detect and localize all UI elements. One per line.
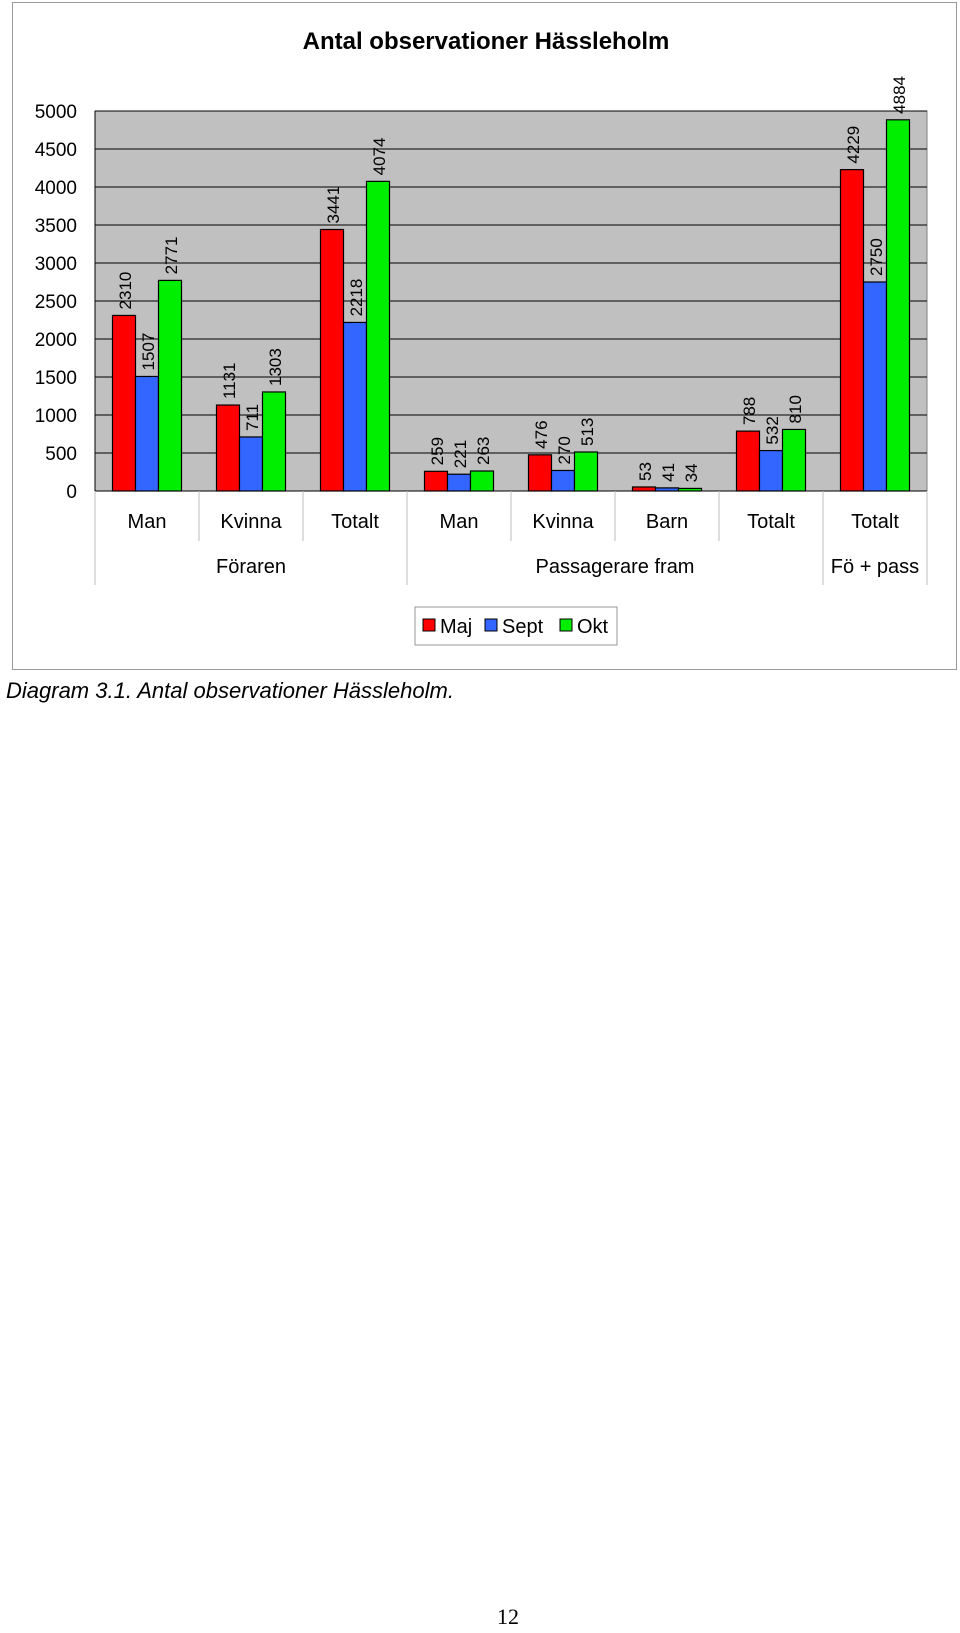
bar-okt	[573, 451, 599, 492]
bar-maj	[215, 404, 241, 492]
data-label: 259	[428, 437, 447, 465]
bar-maj	[735, 430, 761, 492]
data-label: 2218	[347, 279, 366, 317]
bar-sept	[134, 375, 160, 492]
y-tick-label: 2500	[35, 292, 77, 313]
x-category-label: Totalt	[851, 511, 899, 533]
bar-okt	[469, 470, 495, 492]
x-group-label: Fö + pass	[831, 556, 919, 578]
x-category-label: Kvinna	[220, 511, 282, 533]
x-group-label: Passagerare fram	[536, 556, 695, 578]
data-label: 4074	[370, 138, 389, 176]
data-label: 34	[682, 463, 701, 482]
x-category-label: Totalt	[747, 511, 795, 533]
bar-maj	[631, 486, 657, 492]
bar-okt	[781, 428, 807, 492]
data-label: 4884	[890, 76, 909, 114]
data-label: 513	[578, 418, 597, 446]
legend-label: Sept	[502, 616, 544, 638]
bar-maj	[319, 228, 345, 492]
data-label: 53	[636, 462, 655, 481]
page-number: 12	[497, 1604, 519, 1629]
bar-chart: Antal observationer Hässleholm 0 500 1000 15…	[35, 28, 928, 646]
data-label: 41	[659, 463, 678, 482]
bar-sept	[550, 469, 576, 492]
x-category-label: Barn	[646, 511, 688, 533]
bar-okt	[885, 119, 911, 492]
bar-sept	[862, 281, 888, 492]
data-label: 2750	[867, 238, 886, 276]
chart-title: Antal observationer Hässleholm	[303, 28, 670, 55]
bar-maj	[839, 168, 865, 492]
chart-frame: Antal observationer Hässleholm 0 500 1000 15…	[12, 2, 957, 670]
bar-sept	[758, 449, 784, 492]
data-label: 1303	[266, 348, 285, 386]
bar-okt	[365, 180, 391, 492]
legend-label: Maj	[440, 616, 472, 638]
data-label: 4229	[844, 126, 863, 164]
data-label: 532	[763, 416, 782, 444]
bar-maj	[527, 454, 553, 492]
y-tick-label: 3000	[35, 254, 77, 275]
y-tick-label: 1000	[35, 406, 77, 427]
data-label: 711	[243, 404, 262, 431]
data-label: 270	[555, 436, 574, 464]
data-label: 221	[451, 440, 470, 468]
data-label: 2771	[162, 237, 181, 275]
bar-sept	[342, 321, 368, 492]
bar-sept	[446, 473, 472, 492]
y-tick-label: 1500	[35, 368, 77, 389]
y-tick-label: 4000	[35, 178, 77, 199]
legend-swatch-okt	[559, 618, 573, 632]
data-label: 476	[532, 420, 551, 448]
y-tick-label: 2000	[35, 330, 77, 351]
legend-swatch-sept	[484, 618, 498, 632]
y-tick-label: 3500	[35, 216, 77, 237]
figure-caption: Diagram 3.1. Antal observationer Hässleh…	[6, 678, 454, 703]
data-label: 1507	[139, 333, 158, 371]
y-tick-label: 5000	[35, 102, 77, 123]
legend-box	[414, 606, 618, 646]
legend-swatch-maj	[422, 618, 436, 632]
bar-okt	[261, 391, 287, 492]
y-tick-label: 0	[66, 482, 77, 503]
bar-okt	[677, 487, 703, 492]
data-label: 810	[786, 395, 805, 423]
bar-maj	[111, 314, 137, 492]
data-label: 263	[474, 437, 493, 465]
data-label: 2310	[116, 272, 135, 310]
bar-sept	[654, 487, 680, 492]
bar-okt	[157, 279, 183, 492]
x-category-label: Man	[128, 511, 167, 533]
x-category-label: Totalt	[331, 511, 379, 533]
y-tick-label: 500	[45, 444, 77, 465]
y-tick-label: 4500	[35, 140, 77, 161]
data-label: 1131	[220, 362, 239, 399]
x-category-label: Kvinna	[532, 511, 594, 533]
bar-sept	[238, 436, 264, 492]
bar-maj	[423, 470, 449, 492]
x-category-label: Man	[440, 511, 479, 533]
data-label: 788	[740, 397, 759, 425]
data-label: 3441	[324, 186, 343, 224]
legend-label: Okt	[577, 616, 609, 638]
x-group-label: Föraren	[216, 556, 286, 578]
